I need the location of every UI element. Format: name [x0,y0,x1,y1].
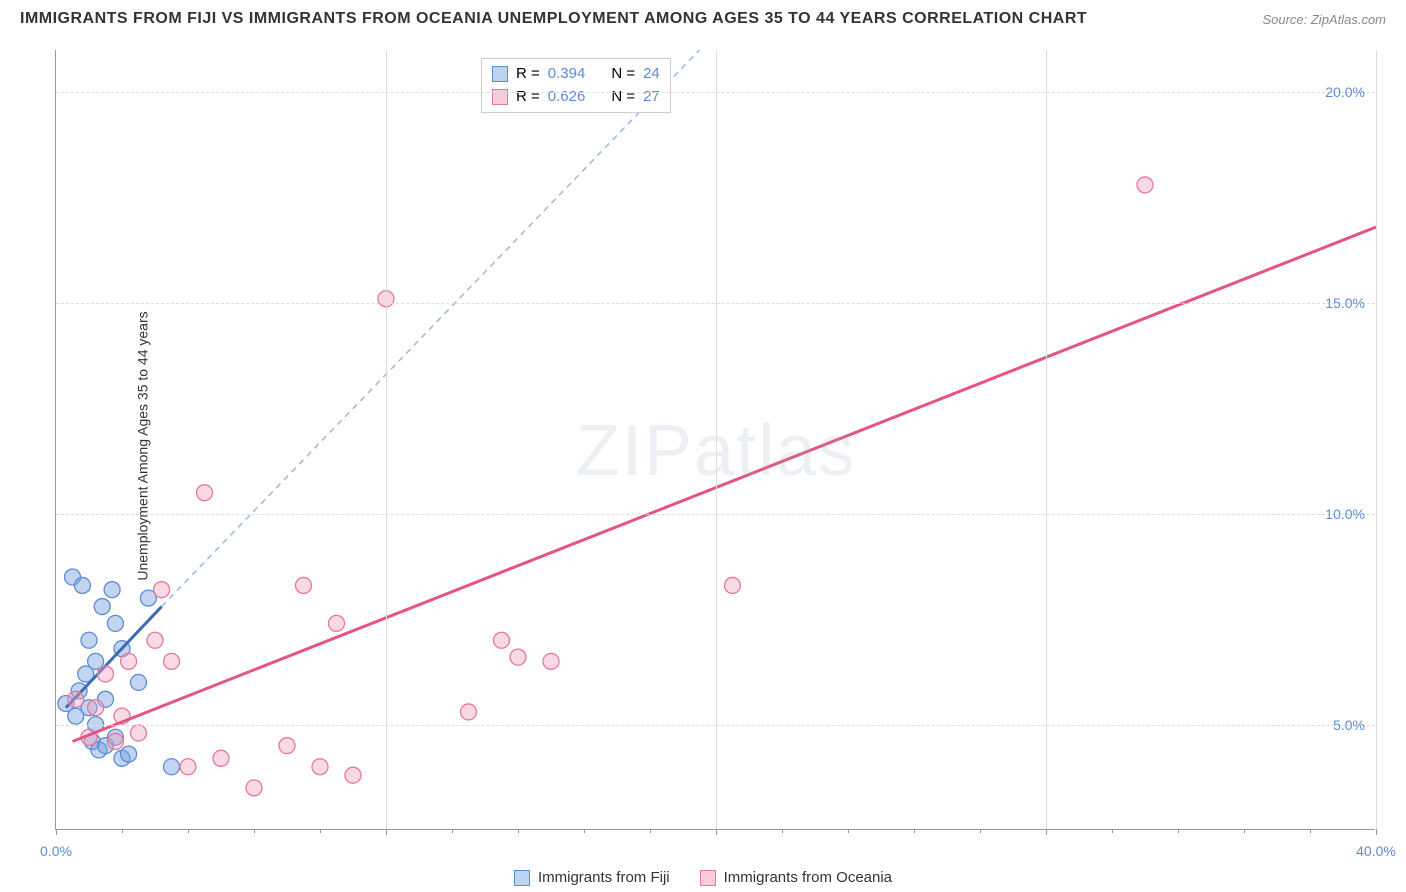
y-tick-label: 15.0% [1325,295,1365,311]
n-label: N = [611,86,635,109]
scatter-point [1137,177,1153,193]
plot-area: ZIPatlas R =0.394N =24R =0.626N =27 5.0%… [55,50,1375,830]
x-minor-tick [1112,829,1113,833]
stats-row: R = 0.626 N = 27 [492,86,660,109]
x-tick-label-max: 40.0% [1356,843,1396,859]
scatter-point [121,746,137,762]
scatter-point [461,704,477,720]
r-label: R = [516,63,540,86]
stats-row: R = 0.394 N = 24 [492,63,660,86]
scatter-point [543,653,559,669]
legend-swatch [514,870,530,886]
scatter-point [94,599,110,615]
r-value: 0.394 [548,63,586,86]
scatter-point [81,632,97,648]
legend-item: Immigrants from Fiji [514,869,670,886]
legend-label: Immigrants from Fiji [538,869,670,886]
scatter-point [131,674,147,690]
x-tick-label-min: 0.0% [40,843,72,859]
gridline-vertical [1376,50,1377,829]
title-bar: IMMIGRANTS FROM FIJI VS IMMIGRANTS FROM … [20,10,1386,28]
scatter-point [329,615,345,631]
scatter-point [510,649,526,665]
scatter-point [147,632,163,648]
scatter-point [68,691,84,707]
x-tick-mark [56,829,57,835]
scatter-point [312,759,328,775]
x-minor-tick [980,829,981,833]
n-label: N = [611,63,635,86]
scatter-point [494,632,510,648]
n-value: 27 [643,86,660,109]
scatter-point [197,485,213,501]
scatter-point [88,700,104,716]
x-minor-tick [584,829,585,833]
r-value: 0.626 [548,86,586,109]
scatter-point [121,653,137,669]
x-minor-tick [122,829,123,833]
scatter-point [104,582,120,598]
x-minor-tick [848,829,849,833]
x-tick-mark [1376,829,1377,835]
scatter-point [246,780,262,796]
scatter-point [98,666,114,682]
x-minor-tick [1244,829,1245,833]
n-value: 24 [643,63,660,86]
scatter-point [74,577,90,593]
x-minor-tick [518,829,519,833]
scatter-point [279,738,295,754]
scatter-point [107,615,123,631]
gridline-vertical [1046,50,1047,829]
x-minor-tick [188,829,189,833]
scatter-point [164,653,180,669]
scatter-point [296,577,312,593]
x-minor-tick [254,829,255,833]
scatter-point [213,750,229,766]
trend-line-extrapolated [162,50,700,607]
trend-line [73,227,1377,741]
x-minor-tick [782,829,783,833]
y-tick-label: 5.0% [1333,717,1365,733]
r-label: R = [516,86,540,109]
scatter-point [164,759,180,775]
legend-swatch [700,870,716,886]
x-minor-tick [1178,829,1179,833]
scatter-point [725,577,741,593]
x-minor-tick [320,829,321,833]
scatter-point [154,582,170,598]
scatter-point [107,733,123,749]
bottom-legend: Immigrants from Fiji Immigrants from Ocea… [0,869,1406,886]
source-attribution: Source: ZipAtlas.com [1262,12,1386,27]
x-minor-tick [914,829,915,833]
y-tick-label: 10.0% [1325,506,1365,522]
gridline-vertical [716,50,717,829]
legend-swatch [492,89,508,105]
correlation-stats-box: R = 0.394 N = 24 R = 0.626 N = 27 [481,58,671,113]
x-minor-tick [452,829,453,833]
legend-swatch [492,66,508,82]
gridline-vertical [386,50,387,829]
scatter-point [180,759,196,775]
x-tick-mark [716,829,717,835]
legend-item: Immigrants from Oceania [700,869,892,886]
x-tick-mark [1046,829,1047,835]
x-minor-tick [650,829,651,833]
x-minor-tick [1310,829,1311,833]
scatter-point [345,767,361,783]
x-tick-mark [386,829,387,835]
y-tick-label: 20.0% [1325,84,1365,100]
chart-title: IMMIGRANTS FROM FIJI VS IMMIGRANTS FROM … [20,10,1087,28]
legend-label: Immigrants from Oceania [724,869,892,886]
scatter-point [131,725,147,741]
